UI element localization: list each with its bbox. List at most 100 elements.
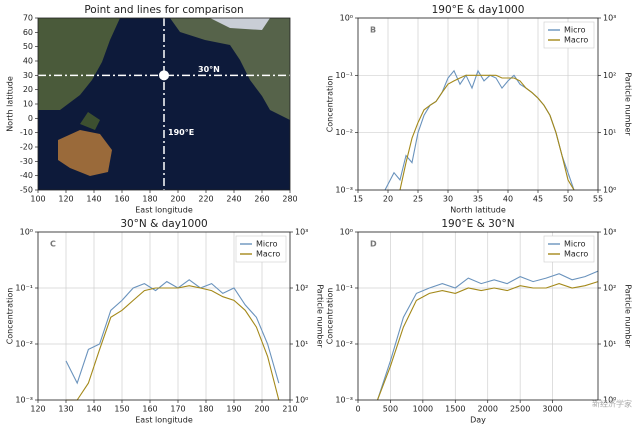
y-tick-label: 60 <box>23 28 33 37</box>
y-tick-label: 10⁻² <box>335 128 353 137</box>
y-tick-label: -50 <box>20 186 33 195</box>
x-tick-label: 25 <box>413 195 423 204</box>
x-tick-label: 200 <box>170 195 185 204</box>
x-tick-label: 260 <box>254 195 269 204</box>
y-tick-label: 10⁰ <box>20 228 33 237</box>
panel-title: Point and lines for comparison <box>84 4 243 16</box>
series-line <box>376 281 599 401</box>
y-tick-label: 20 <box>23 85 33 94</box>
y2-tick-label: 10³ <box>295 228 308 237</box>
plot-frame <box>37 231 291 401</box>
land-islands <box>80 112 100 130</box>
series-line <box>65 279 280 385</box>
legend-label: Micro <box>564 240 586 249</box>
x-axis-label: East longitude <box>135 206 193 215</box>
panel-label: C <box>50 240 56 249</box>
y-tick-label: 10⁻² <box>15 340 33 349</box>
y2-tick-label: 10⁰ <box>603 396 616 405</box>
x-tick-label: 240 <box>226 195 241 204</box>
y-tick-label: 10 <box>23 100 33 109</box>
x-tick-label: 40 <box>503 195 513 204</box>
y-tick-label: 10⁰ <box>340 228 353 237</box>
y-tick-label: -20 <box>20 143 33 152</box>
point-marker <box>159 70 169 81</box>
plot-frame <box>357 231 599 401</box>
panel-label: B <box>370 26 376 35</box>
x-axis-label: East longitude <box>135 416 193 425</box>
y-tick-label: 50 <box>23 42 33 51</box>
series-line <box>399 74 575 191</box>
series-line <box>66 285 280 401</box>
x-tick-label: 180 <box>198 405 213 414</box>
x-tick-label: 130 <box>58 405 73 414</box>
legend-label: Micro <box>256 240 278 249</box>
y-tick-label: 30 <box>23 71 33 80</box>
y-tick-label: -40 <box>20 171 33 180</box>
y-tick-label: 70 <box>23 14 33 23</box>
y2-tick-label: 10⁰ <box>603 186 616 195</box>
y2-axis-label: Particle number <box>624 72 633 136</box>
x-tick-label: 3000 <box>542 405 562 414</box>
x-tick-label: 500 <box>383 405 398 414</box>
legend-label: Macro <box>564 36 588 45</box>
x-tick-label: 220 <box>198 195 213 204</box>
x-tick-label: 0 <box>355 405 360 414</box>
land-america <box>170 18 290 120</box>
plot-frame <box>357 17 599 191</box>
y2-tick-label: 10² <box>295 284 308 293</box>
x-tick-label: 55 <box>593 195 603 204</box>
x-tick-label: 45 <box>533 195 543 204</box>
y2-tick-label: 10³ <box>603 228 616 237</box>
x-tick-label: 200 <box>254 405 269 414</box>
land-asia <box>38 18 120 110</box>
y-tick-label: -30 <box>20 157 33 166</box>
x-tick-label: 140 <box>86 405 101 414</box>
y2-axis-label: Particle number <box>624 284 633 348</box>
y2-tick-label: 10¹ <box>603 128 616 137</box>
y2-tick-label: 10¹ <box>603 340 616 349</box>
y-tick-label: 10⁻¹ <box>15 284 33 293</box>
x-tick-label: 30 <box>443 195 453 204</box>
x-axis-label: Day <box>470 416 486 425</box>
y2-tick-label: 10¹ <box>295 340 308 349</box>
x-tick-label: 2500 <box>510 405 530 414</box>
watermark: 新经济学家 <box>592 399 632 409</box>
x-tick-label: 15 <box>353 195 363 204</box>
y2-tick-label: 10⁰ <box>295 396 308 405</box>
x-tick-label: 140 <box>86 195 101 204</box>
x-tick-label: 190 <box>226 405 241 414</box>
latitude-label: 30°N <box>198 65 220 74</box>
x-tick-label: 160 <box>142 405 157 414</box>
y-tick-label: 10⁻³ <box>15 396 33 405</box>
y-axis-label: Concentration <box>6 288 15 345</box>
panel-title: 190°E & day1000 <box>432 4 525 16</box>
panel-label: D <box>370 240 377 249</box>
legend-box <box>235 235 287 263</box>
land-australia <box>58 130 112 176</box>
legend-label: Micro <box>564 26 586 35</box>
y-tick-label: 10⁻³ <box>335 186 353 195</box>
x-tick-label: 180 <box>142 195 157 204</box>
legend-label: Macro <box>256 250 280 259</box>
y-tick-label: 10⁻¹ <box>335 284 353 293</box>
x-tick-label: 20 <box>383 195 393 204</box>
y-tick-label: 10⁻³ <box>335 396 353 405</box>
series-line <box>376 270 599 401</box>
x-tick-label: 150 <box>114 405 129 414</box>
y2-tick-label: 10² <box>603 284 616 293</box>
y2-tick-label: 10² <box>603 71 616 80</box>
panel-title: 190°E & 30°N <box>441 218 514 230</box>
plot-frame <box>37 17 291 191</box>
y2-axis-label: Particle number <box>316 284 325 348</box>
x-axis-label: North latitude <box>450 206 506 215</box>
legend-label: Macro <box>564 250 588 259</box>
x-tick-label: 1500 <box>445 405 465 414</box>
y-tick-label: 0 <box>28 114 33 123</box>
x-tick-label: 35 <box>473 195 483 204</box>
longitude-label: 190°E <box>168 128 194 137</box>
x-tick-label: 160 <box>114 195 129 204</box>
y-axis-label: North latitude <box>6 76 15 132</box>
y-tick-label: 10⁻² <box>335 340 353 349</box>
y-tick-label: 10⁰ <box>340 14 353 23</box>
